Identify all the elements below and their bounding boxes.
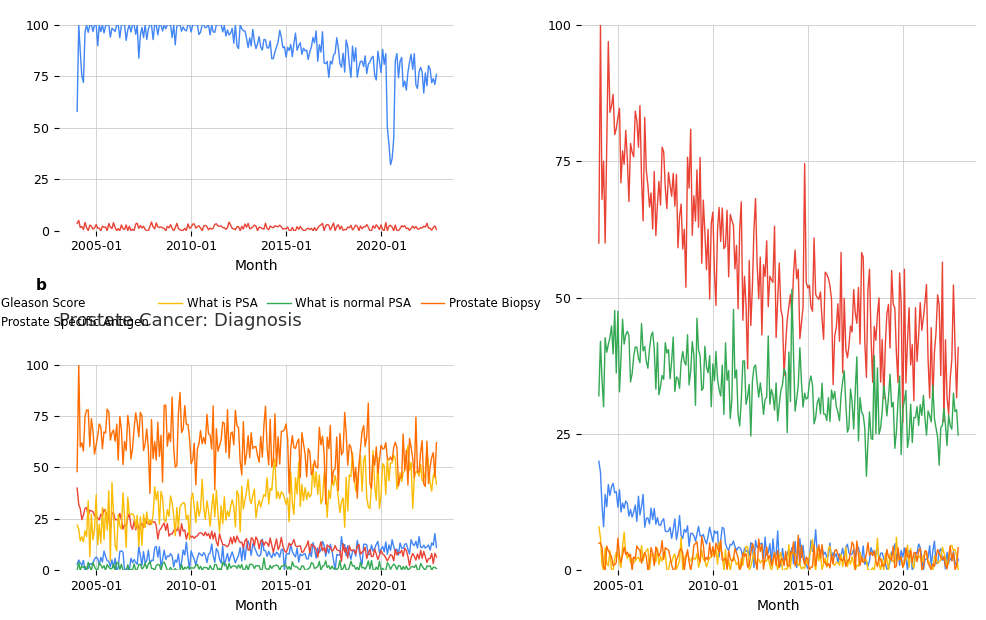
Line: Prostate Cancer: Prostate Cancer [77, 25, 437, 165]
Line: Prostate Specific Antigen: Prostate Specific Antigen [77, 488, 437, 566]
Text: b: b [35, 278, 46, 293]
X-axis label: Month: Month [235, 599, 278, 613]
Legend: Gleason Score, Prostate Specific Antigen, What is PSA, What is normal PSA, Prost: Gleason Score, Prostate Specific Antigen… [0, 292, 545, 334]
Line: Gleason Score: Gleason Score [77, 534, 437, 570]
Line: Prostatectomy: Prostatectomy [599, 25, 958, 422]
Line: What is normal PSA: What is normal PSA [77, 558, 437, 570]
Line: Prostate Biopsy: Prostate Biopsy [77, 365, 437, 504]
Line: Prostate Radiation: Prostate Radiation [599, 290, 958, 476]
Line: What is PSA: What is PSA [77, 445, 437, 561]
X-axis label: Month: Month [235, 259, 278, 273]
Line: Prostate Radiation Side Effects: Prostate Radiation Side Effects [599, 535, 958, 570]
Line: Prostatectomy Side Effects: Prostatectomy Side Effects [599, 527, 958, 570]
Text: Prostate Cancer: Diagnosis: Prostate Cancer: Diagnosis [59, 312, 302, 330]
Line: Prostate Cancer Survival: Prostate Cancer Survival [77, 220, 437, 231]
X-axis label: Month: Month [757, 599, 801, 613]
Line: Active Surveillance: Active Surveillance [599, 461, 958, 570]
